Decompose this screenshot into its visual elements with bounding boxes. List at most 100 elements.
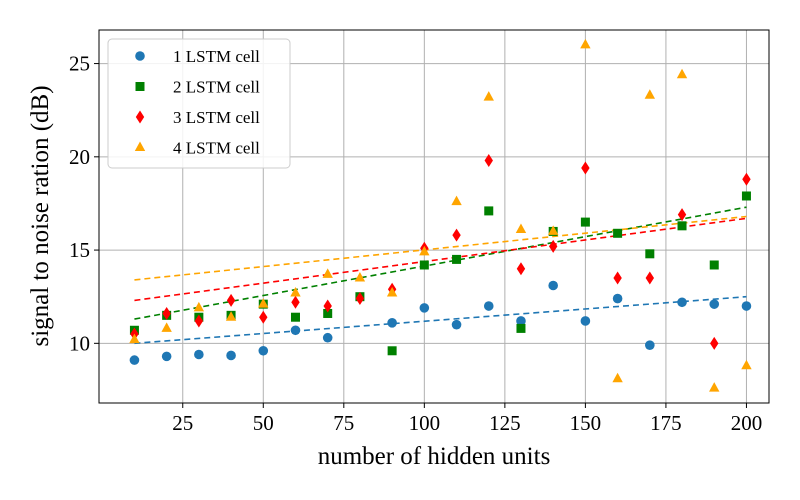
data-point [676,68,688,79]
data-point [226,293,236,307]
x-tick-label: 125 [489,411,521,435]
data-point [451,195,462,206]
data-point [516,316,526,326]
x-tick-label: 25 [172,411,193,435]
data-point [129,355,140,365]
data-point [258,298,269,308]
legend-label-series-1: 1 LSTM cell [173,47,260,66]
data-point [225,311,237,321]
legend-entries: 1 LSTM cell 2 LSTM cell 3 LSTM cell 4 LSTM … [134,47,260,158]
data-point [451,319,462,330]
data-point [741,301,752,311]
grid-layer [99,30,769,403]
data-point [194,314,204,328]
y-tick-label: 20 [69,145,90,169]
data-point [516,262,526,276]
series-4-points [129,38,752,392]
legend-label-series-4: 4 LSTM cell [173,139,260,158]
data-point [290,286,301,297]
data-point [386,286,398,297]
data-point [677,221,687,231]
data-point [741,191,751,201]
data-point [291,295,300,309]
data-point [677,208,687,222]
data-point [709,382,720,392]
legend-marker-series-2 [135,82,145,91]
data-point [161,351,172,362]
data-point [193,301,205,312]
x-tick-label: 50 [253,411,274,435]
data-point [259,310,268,324]
data-point [452,254,462,264]
y-tick-label: 10 [69,331,90,355]
data-point [484,154,493,168]
ticks-layer: 25 50 75 100 125 150 175 200 10 15 20 25 [69,52,762,435]
data-point [548,280,558,291]
data-point [290,312,300,322]
data-point [742,172,751,186]
data-point [290,325,301,336]
data-point [419,260,429,270]
data-point [129,333,140,344]
legend: 1 LSTM cell 2 LSTM cell 3 LSTM cell 4 LSTM … [107,38,291,169]
data-point [709,260,719,270]
data-point [484,206,494,216]
data-point [547,225,559,235]
data-point [741,359,752,370]
data-point [322,268,333,278]
data-point [194,349,204,360]
data-point [483,301,494,311]
points-layer [129,38,752,392]
series-1-points [129,280,752,365]
data-point [580,316,591,326]
data-point [322,332,333,343]
x-tick-label: 150 [570,411,602,435]
data-point [387,346,397,356]
x-tick-label: 100 [409,411,441,435]
data-point [645,271,655,285]
data-point [419,245,430,256]
data-point [645,249,655,259]
trend-line-series-4 [134,215,747,281]
data-point [515,223,527,234]
data-point [612,372,623,383]
data-point [645,340,655,350]
y-axis-label: signal to noise ration (dB) [27,85,54,346]
trend-line-series-3 [134,217,747,302]
data-point [710,336,719,350]
x-axis-label: number of hidden units [318,443,551,470]
data-point [354,272,366,282]
data-point [226,350,236,361]
data-point [258,345,269,356]
legend-marker-series-1 [135,51,145,61]
data-point [613,271,622,285]
data-point [613,228,623,238]
y-tick-label: 15 [69,238,90,262]
data-point [162,306,171,320]
data-point [161,322,172,332]
legend-marker-series-3 [135,110,145,124]
y-tick-label: 25 [69,52,90,76]
data-point [548,239,558,253]
data-point [355,292,365,306]
legend-box [107,38,291,169]
data-point [709,299,720,309]
trend-line-series-1 [134,295,747,345]
x-tick-label: 200 [731,411,763,435]
data-point [323,308,333,318]
legend-label-series-3: 3 LSTM cell [173,108,260,127]
data-point [612,293,623,304]
data-point [452,228,461,242]
x-tick-label: 75 [333,411,354,435]
data-point [581,161,590,175]
data-point [644,89,656,99]
trend-line-series-2 [134,206,747,320]
data-point [580,38,591,49]
data-point [580,217,590,227]
data-point [387,318,397,328]
plot-area-frame [98,29,770,404]
data-point [323,299,332,313]
x-tick-label: 175 [650,411,682,435]
trend-layer [134,206,747,345]
